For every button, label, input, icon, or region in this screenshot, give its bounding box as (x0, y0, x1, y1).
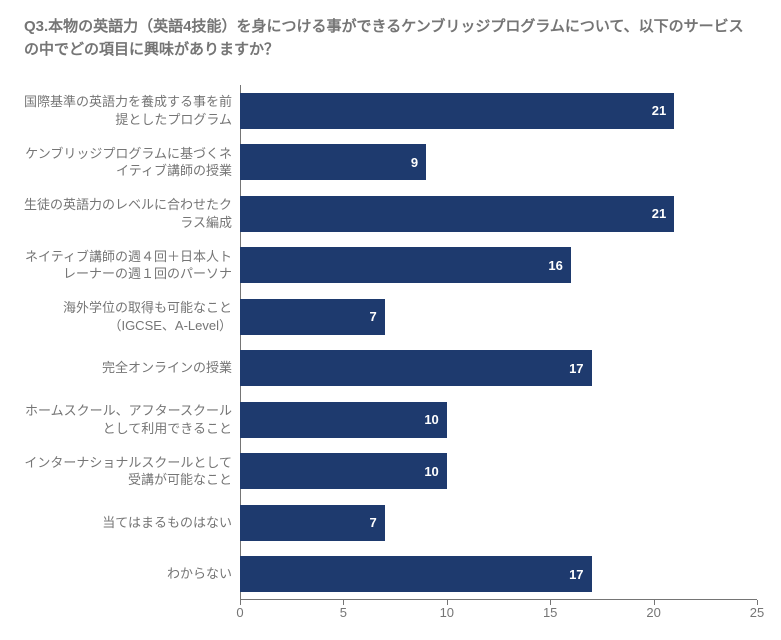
chart-row: 海外学位の取得も可能なこと（IGCSE、A-Level） 7 (24, 291, 757, 343)
chart-row: ネイティブ講師の週４回＋日本人トレーナーの週１回のパーソナ 16 (24, 240, 757, 292)
x-tick-label: 0 (236, 605, 243, 620)
x-tick-label: 15 (543, 605, 557, 620)
bar: 21 (240, 196, 674, 232)
bar-value: 7 (370, 515, 385, 530)
x-tick-label: 5 (340, 605, 347, 620)
chart-row: 完全オンラインの授業 17 (24, 343, 757, 395)
bar: 21 (240, 93, 674, 129)
bar-value: 10 (424, 464, 446, 479)
bar-value: 17 (569, 567, 591, 582)
category-label: インターナショナルスクールとして受講が可能なこと (24, 454, 240, 489)
chart-row: ホームスクール、アフタースクールとして利用できること 10 (24, 394, 757, 446)
bar: 10 (240, 402, 447, 438)
category-label: ケンブリッジプログラムに基づくネイティブ講師の授業 (24, 145, 240, 180)
bar: 17 (240, 350, 592, 386)
category-label: ネイティブ講師の週４回＋日本人トレーナーの週１回のパーソナ (24, 248, 240, 283)
x-tick-label: 20 (646, 605, 660, 620)
x-tick-mark (654, 600, 655, 605)
x-tick-mark (550, 600, 551, 605)
chart-title: Q3.本物の英語力（英語4技能）を身につける事ができるケンブリッジプログラムにつ… (24, 16, 757, 61)
chart-row: ケンブリッジプログラムに基づくネイティブ講師の授業 9 (24, 137, 757, 189)
bar-value: 16 (548, 258, 570, 273)
x-tick-label: 10 (440, 605, 454, 620)
bar-track: 16 (240, 240, 757, 292)
bar-track: 7 (240, 497, 757, 549)
chart-area: 0510152025 国際基準の英語力を養成する事を前提としたプログラム21ケン… (24, 85, 757, 620)
bar-track: 17 (240, 549, 757, 601)
bar: 7 (240, 299, 385, 335)
bar-value: 10 (424, 412, 446, 427)
bar-track: 21 (240, 188, 757, 240)
bar-track: 10 (240, 446, 757, 498)
bar: 17 (240, 556, 592, 592)
category-label: わからない (24, 565, 240, 583)
bar-value: 9 (411, 155, 426, 170)
category-label: 国際基準の英語力を養成する事を前提としたプログラム (24, 93, 240, 128)
bar: 10 (240, 453, 447, 489)
bar-track: 21 (240, 85, 757, 137)
chart-rows: 国際基準の英語力を養成する事を前提としたプログラム 21 ケンブリッジプログラムに基… (24, 85, 757, 600)
category-label: 当てはまるものはない (24, 514, 240, 532)
bar-value: 17 (569, 361, 591, 376)
category-label: 海外学位の取得も可能なこと（IGCSE、A-Level） (24, 299, 240, 334)
x-tick-mark (240, 600, 241, 605)
category-label: ホームスクール、アフタースクールとして利用できること (24, 402, 240, 437)
bar-track: 10 (240, 394, 757, 446)
bar: 9 (240, 144, 426, 180)
bar-value: 21 (652, 206, 674, 221)
bar: 16 (240, 247, 571, 283)
bar-track: 17 (240, 343, 757, 395)
category-label: 生徒の英語力のレベルに合わせたクラス編成 (24, 196, 240, 231)
x-tick-mark (343, 600, 344, 605)
chart-row: 当てはまるものはない 7 (24, 497, 757, 549)
bar-track: 9 (240, 137, 757, 189)
bar: 7 (240, 505, 385, 541)
chart-row: インターナショナルスクールとして受講が可能なこと 10 (24, 446, 757, 498)
bar-track: 7 (240, 291, 757, 343)
chart-row: わからない 17 (24, 549, 757, 601)
x-tick-mark (757, 600, 758, 605)
bar-value: 7 (370, 309, 385, 324)
bar-value: 21 (652, 103, 674, 118)
chart-row: 生徒の英語力のレベルに合わせたクラス編成 21 (24, 188, 757, 240)
x-tick-label: 25 (750, 605, 764, 620)
category-label: 完全オンラインの授業 (24, 359, 240, 377)
chart-row: 国際基準の英語力を養成する事を前提としたプログラム 21 (24, 85, 757, 137)
x-tick-mark (447, 600, 448, 605)
